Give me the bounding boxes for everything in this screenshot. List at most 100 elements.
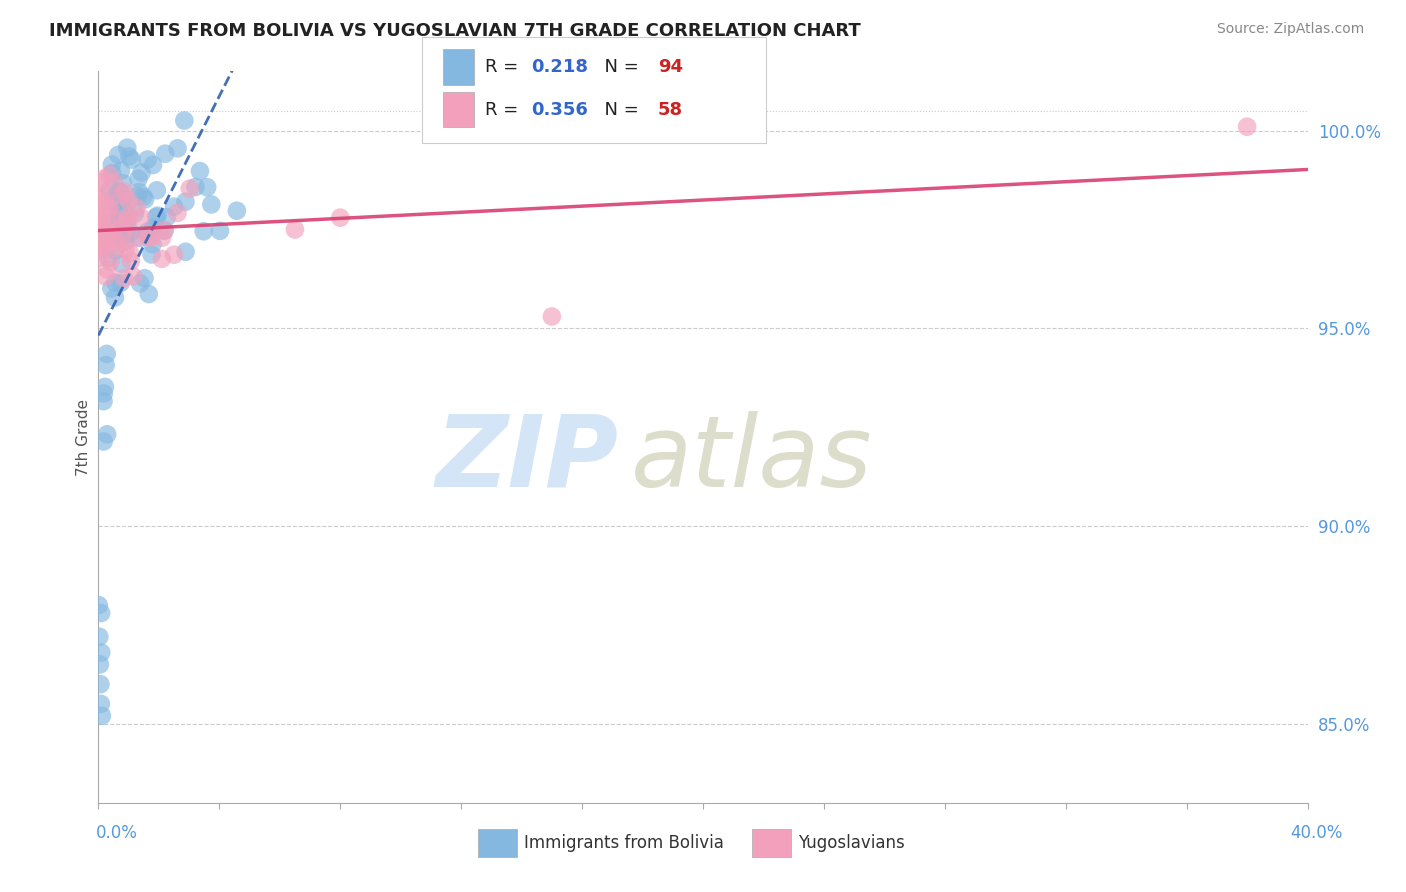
Point <box>112 271 135 285</box>
Point <box>146 209 169 223</box>
Point <box>150 230 173 244</box>
Point <box>139 230 162 244</box>
Point <box>107 207 129 221</box>
Point <box>104 199 127 213</box>
Point <box>114 243 136 257</box>
Point <box>329 211 352 225</box>
Point <box>110 229 132 244</box>
Point <box>114 185 136 199</box>
Point <box>146 183 169 197</box>
Point <box>94 238 117 252</box>
Text: N =: N = <box>593 101 645 119</box>
Point <box>89 657 111 672</box>
Point <box>540 310 562 324</box>
Text: 40.0%: 40.0% <box>1291 824 1343 842</box>
Point <box>128 185 150 199</box>
Point <box>111 188 134 202</box>
Bar <box>478 829 517 857</box>
Point <box>94 224 117 238</box>
Point <box>97 201 120 215</box>
Point <box>174 244 197 259</box>
Point <box>173 113 195 128</box>
Point <box>150 252 173 266</box>
Text: 0.356: 0.356 <box>531 101 588 119</box>
Point <box>136 153 159 167</box>
Point <box>117 212 139 227</box>
Point <box>89 209 111 223</box>
Point <box>87 218 110 232</box>
Point <box>98 202 121 216</box>
Point <box>118 246 141 260</box>
Point <box>104 276 127 290</box>
Point <box>105 239 128 253</box>
Point <box>122 269 145 284</box>
Point <box>121 153 143 167</box>
Point <box>103 176 125 190</box>
Point <box>98 183 121 197</box>
Text: Yugoslavians: Yugoslavians <box>799 834 904 852</box>
Point <box>153 224 176 238</box>
Point <box>110 164 132 178</box>
Point <box>94 190 117 204</box>
Text: IMMIGRANTS FROM BOLIVIA VS YUGOSLAVIAN 7TH GRADE CORRELATION CHART: IMMIGRANTS FROM BOLIVIA VS YUGOSLAVIAN 7… <box>49 22 860 40</box>
Point <box>134 192 156 206</box>
Point <box>129 211 152 225</box>
Point <box>101 158 124 172</box>
Point <box>89 212 111 227</box>
Point <box>94 380 117 394</box>
Point <box>97 251 120 265</box>
Text: R =: R = <box>485 58 524 76</box>
Point <box>153 223 176 237</box>
Point <box>117 194 139 208</box>
Point <box>111 195 134 210</box>
Point <box>97 233 120 247</box>
Point <box>89 250 111 264</box>
Point <box>145 210 167 224</box>
Point <box>111 222 134 236</box>
Point <box>107 202 129 217</box>
Bar <box>443 92 474 128</box>
Point <box>284 222 307 236</box>
Point <box>117 141 139 155</box>
Point <box>136 225 159 239</box>
Point <box>97 225 120 239</box>
Point <box>110 276 132 290</box>
Point <box>134 271 156 285</box>
Point <box>107 220 129 235</box>
Point <box>94 358 117 372</box>
Point <box>108 201 131 215</box>
Point <box>114 227 136 242</box>
Point <box>110 211 132 225</box>
Point <box>136 230 159 244</box>
Point <box>155 146 177 161</box>
Point <box>1236 120 1258 134</box>
Point <box>87 211 110 226</box>
Point <box>141 247 163 261</box>
Point <box>98 227 121 242</box>
Point <box>142 158 165 172</box>
Point <box>101 166 124 180</box>
Text: atlas: atlas <box>630 410 872 508</box>
Point <box>98 168 121 182</box>
Point <box>184 180 207 194</box>
Point <box>89 176 111 190</box>
Point <box>120 254 142 268</box>
Point <box>141 237 163 252</box>
Text: 94: 94 <box>658 58 683 76</box>
Bar <box>752 829 792 857</box>
Point <box>125 201 148 215</box>
Point <box>117 210 139 224</box>
Point <box>107 184 129 198</box>
Point <box>156 210 179 224</box>
Point <box>87 190 110 204</box>
Point <box>107 235 129 250</box>
Point <box>131 165 153 179</box>
Text: 0.218: 0.218 <box>531 58 589 76</box>
Point <box>174 194 197 209</box>
Point <box>132 189 155 203</box>
Point <box>111 176 134 190</box>
Point <box>225 203 247 218</box>
Text: 58: 58 <box>658 101 683 119</box>
Point <box>90 606 112 620</box>
Point <box>112 214 135 228</box>
